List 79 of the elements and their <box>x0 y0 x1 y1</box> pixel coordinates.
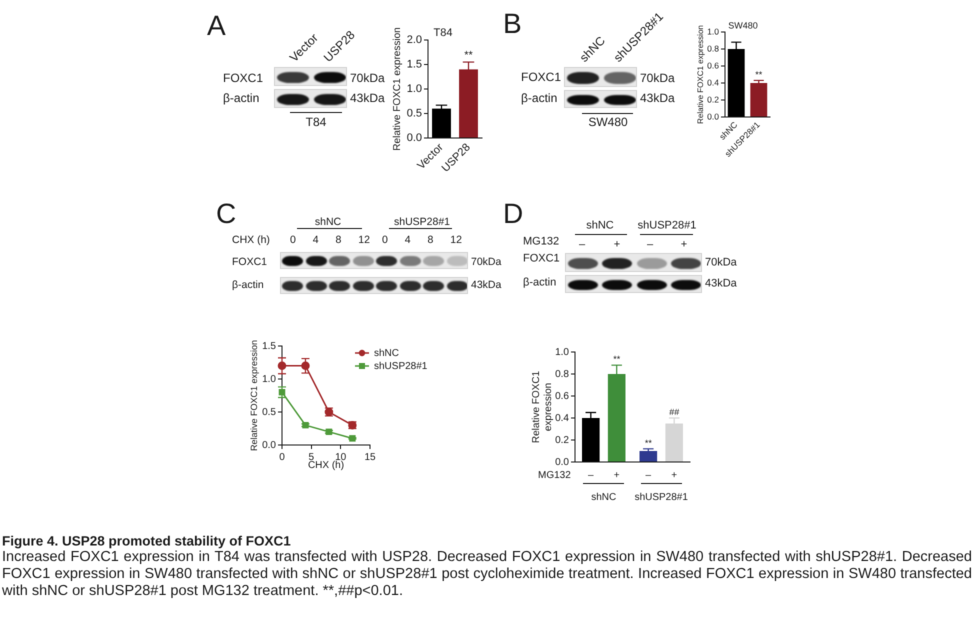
text: Figure 4. USP28 promoted stability of FOXC1 <box>2 533 291 548</box>
y-tick-label: 0.5 <box>406 108 422 120</box>
y-tick-label: 0.8 <box>555 368 570 380</box>
text: 70kDa <box>640 71 675 85</box>
text: D <box>503 198 524 229</box>
x-axis-title: CHX (h) <box>308 460 344 471</box>
text: B <box>503 8 522 39</box>
text: SW480 <box>588 115 628 129</box>
x-tick-label: 15 <box>364 452 376 463</box>
y-axis-title: Relative FOXC1 expression <box>392 27 403 151</box>
y-tick-label: 0.0 <box>707 111 720 122</box>
text: – <box>646 238 654 250</box>
y-axis-title: Relative FOXC1 expression <box>530 370 554 444</box>
text: 43kDa <box>640 91 675 105</box>
text: 70kDa <box>705 256 737 268</box>
text: MG132 <box>523 236 560 248</box>
text: Increased FOXC1 expression in T84 was transfected with USP28. Decreased FOXC1 expression in SW480 transfected with shUSP28#1. Decreased FOXC1 expression in SW480 transfected with shNC or shUSP28#1 post cycloheximide treatment. Increased FOXC1 expression in SW480 transfected with shNC or shUSP28#1 post MG132 treatment. **,##p<0.01. <box>2 549 972 600</box>
chart-title: SW480 <box>728 20 758 30</box>
data-label: ** <box>464 50 474 62</box>
y-tick-label: 0.4 <box>707 77 720 88</box>
text: T84 <box>306 115 326 129</box>
data-label: ** <box>644 438 652 448</box>
y-tick-label: 1.0 <box>707 26 720 36</box>
text: β-actin <box>521 91 558 105</box>
text: FOXC1 <box>232 256 268 268</box>
text: FOXC1 <box>223 71 264 85</box>
text: – <box>578 238 586 250</box>
legend-label: shUSP28#1 <box>374 360 428 372</box>
text: FOXC1 <box>523 252 560 264</box>
text: shNC <box>586 220 614 232</box>
y-tick-label: 0.2 <box>707 94 720 104</box>
text: 70kDa <box>350 71 385 85</box>
data-label: ** <box>613 354 621 364</box>
y-tick-label: 1.0 <box>262 374 276 385</box>
text: MG132 <box>538 470 572 481</box>
bar <box>640 451 658 462</box>
text: + <box>680 238 688 250</box>
data-label: ## <box>669 406 680 417</box>
text: – <box>646 470 652 481</box>
y-tick-label: 1.5 <box>406 58 422 71</box>
y-axis-title: Relative FOXC1 expression <box>696 25 706 124</box>
text: 43kDa <box>705 278 737 290</box>
series-label: – <box>588 470 594 481</box>
text: A <box>207 10 226 41</box>
text: 43kDa <box>471 278 502 291</box>
y-tick-label: 0.4 <box>555 412 570 424</box>
text: CHX (h) <box>232 234 270 246</box>
text: shNC <box>314 216 342 228</box>
y-tick-label: 0.0 <box>406 132 422 144</box>
y-tick-label: 1.0 <box>555 346 570 358</box>
text: 0 4 8 12 <box>382 234 462 246</box>
text: + <box>614 238 620 250</box>
y-axis-title: Relative FOXC1 expression <box>248 340 259 452</box>
x-tick-label: 0 <box>279 452 286 463</box>
text: 43kDa <box>350 91 385 105</box>
y-tick-label: 1.0 <box>406 83 422 96</box>
text: 0 4 8 12 <box>290 234 370 246</box>
chart-title: T84 <box>434 27 452 40</box>
data-label: ** <box>755 69 763 80</box>
y-tick-label: 2.0 <box>406 34 422 46</box>
y-tick-label: 0.6 <box>555 390 570 402</box>
text: + <box>671 470 678 481</box>
text: β-actin <box>223 91 260 105</box>
y-tick-label: 0.2 <box>555 434 570 446</box>
y-tick-label: 0.8 <box>707 43 720 54</box>
legend-label: shNC <box>374 348 400 359</box>
series-label: + <box>614 470 620 481</box>
text: 70kDa <box>471 256 502 268</box>
text: C <box>216 198 236 229</box>
y-tick-label: 0.6 <box>707 60 720 70</box>
text: β-actin <box>523 276 556 288</box>
y-tick-label: 0.0 <box>262 440 276 451</box>
y-tick-label: 0.0 <box>555 456 570 468</box>
y-tick-label: 0.5 <box>262 406 276 418</box>
y-tick-label: 1.5 <box>262 340 276 352</box>
text: FOXC1 <box>521 70 562 84</box>
text: β-actin <box>232 278 264 291</box>
text: shUSP28#1 <box>638 220 696 232</box>
text: shUSP28#1 <box>394 216 450 228</box>
